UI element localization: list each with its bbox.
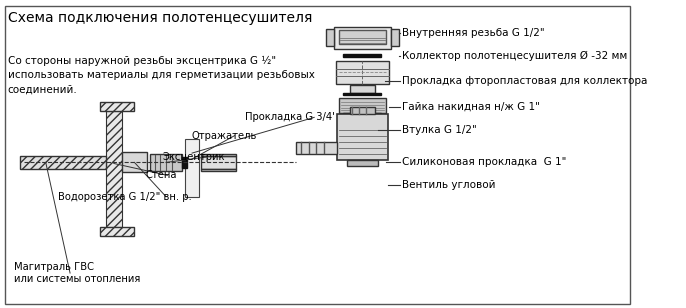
Text: Прокладка G 3/4': Прокладка G 3/4'	[246, 112, 335, 122]
Bar	[185, 139, 199, 197]
Bar	[335, 61, 390, 84]
Bar	[99, 102, 134, 111]
Text: Гайка накидная н/ж G 1": Гайка накидная н/ж G 1"	[402, 102, 540, 112]
Bar	[121, 152, 147, 172]
Text: Коллектор полотенцесушителя Ø -32 мм: Коллектор полотенцесушителя Ø -32 мм	[402, 51, 627, 61]
Bar	[350, 85, 375, 93]
Bar	[344, 54, 381, 57]
Bar	[344, 113, 381, 115]
Bar	[350, 107, 375, 114]
Text: Втулка G 1/2": Втулка G 1/2"	[402, 124, 477, 135]
Bar	[201, 156, 236, 169]
Bar	[296, 142, 337, 154]
Bar	[182, 157, 187, 168]
Text: Со стороны наружной резьбы эксцентрика G ½"
использовать материалы для герметиза: Со стороны наружной резьбы эксцентрика G…	[8, 56, 315, 95]
Text: Прокладка фторопластовая для коллектора: Прокладка фторопластовая для коллектора	[402, 76, 647, 86]
Bar	[21, 156, 106, 169]
Bar	[391, 29, 399, 46]
Bar	[339, 98, 386, 113]
Bar	[201, 154, 236, 156]
Text: Схема подключения полотенцесушителя: Схема подключения полотенцесушителя	[8, 10, 312, 25]
Text: Эксцентрик: Эксцентрик	[163, 152, 226, 162]
Text: Вентиль угловой: Вентиль угловой	[402, 180, 495, 190]
Text: Силиконовая прокладка  G 1": Силиконовая прокладка G 1"	[402, 157, 566, 167]
Text: Внутренняя резьба G 1/2": Внутренняя резьба G 1/2"	[402, 28, 545, 38]
Bar	[337, 114, 388, 160]
Bar	[339, 30, 386, 44]
Bar	[327, 29, 334, 46]
Bar	[346, 160, 378, 166]
Text: Магитраль ГВС
или системы отопления: Магитраль ГВС или системы отопления	[14, 262, 141, 284]
Bar	[201, 169, 236, 171]
Text: Стена: Стена	[146, 170, 177, 180]
Text: Водорозетка G 1/2" вн. р.: Водорозетка G 1/2" вн. р.	[58, 192, 192, 202]
Bar	[106, 111, 121, 227]
Bar	[344, 93, 381, 95]
Bar	[99, 227, 134, 237]
Bar	[150, 154, 182, 171]
Text: Отражатель: Отражатель	[191, 131, 257, 141]
Bar	[334, 27, 391, 49]
